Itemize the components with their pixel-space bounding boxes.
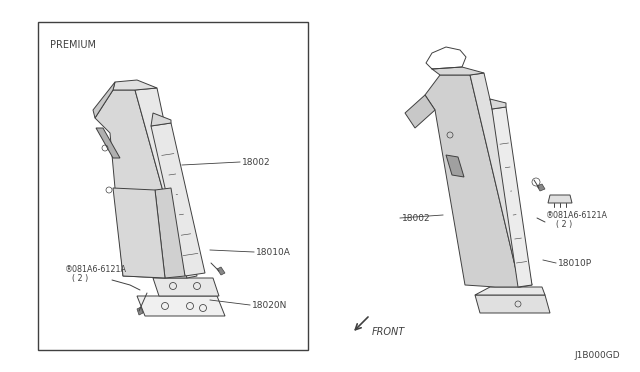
Polygon shape [93,82,115,118]
Text: 18002: 18002 [242,157,271,167]
Polygon shape [151,113,171,126]
Polygon shape [95,90,187,278]
Polygon shape [490,99,506,109]
Polygon shape [432,67,484,75]
Text: ®081A6-6121A: ®081A6-6121A [65,265,127,274]
Polygon shape [151,123,205,276]
Bar [38,22,308,350]
Polygon shape [113,188,165,278]
Polygon shape [155,188,185,278]
Polygon shape [492,107,532,287]
Text: J1B000GD: J1B000GD [574,351,620,360]
Text: PREMIUM: PREMIUM [50,40,96,50]
Polygon shape [217,267,225,275]
Polygon shape [137,296,225,316]
Polygon shape [548,195,572,203]
Text: 18002: 18002 [402,214,431,222]
Text: ( 2 ): ( 2 ) [556,220,572,229]
Polygon shape [135,88,197,278]
Polygon shape [153,278,219,296]
Text: 18010P: 18010P [558,259,592,267]
Polygon shape [446,155,464,177]
Polygon shape [475,295,550,313]
Polygon shape [475,287,545,295]
Polygon shape [113,80,157,90]
Text: ®081A6-6121A: ®081A6-6121A [546,211,608,220]
Polygon shape [537,184,545,191]
Polygon shape [470,73,532,287]
Text: FRONT: FRONT [372,327,405,337]
Polygon shape [425,75,520,287]
Text: 18010A: 18010A [256,247,291,257]
Polygon shape [405,95,435,128]
Text: 18020N: 18020N [252,301,287,310]
Polygon shape [137,307,143,315]
Text: ( 2 ): ( 2 ) [72,274,88,283]
Polygon shape [96,128,120,158]
